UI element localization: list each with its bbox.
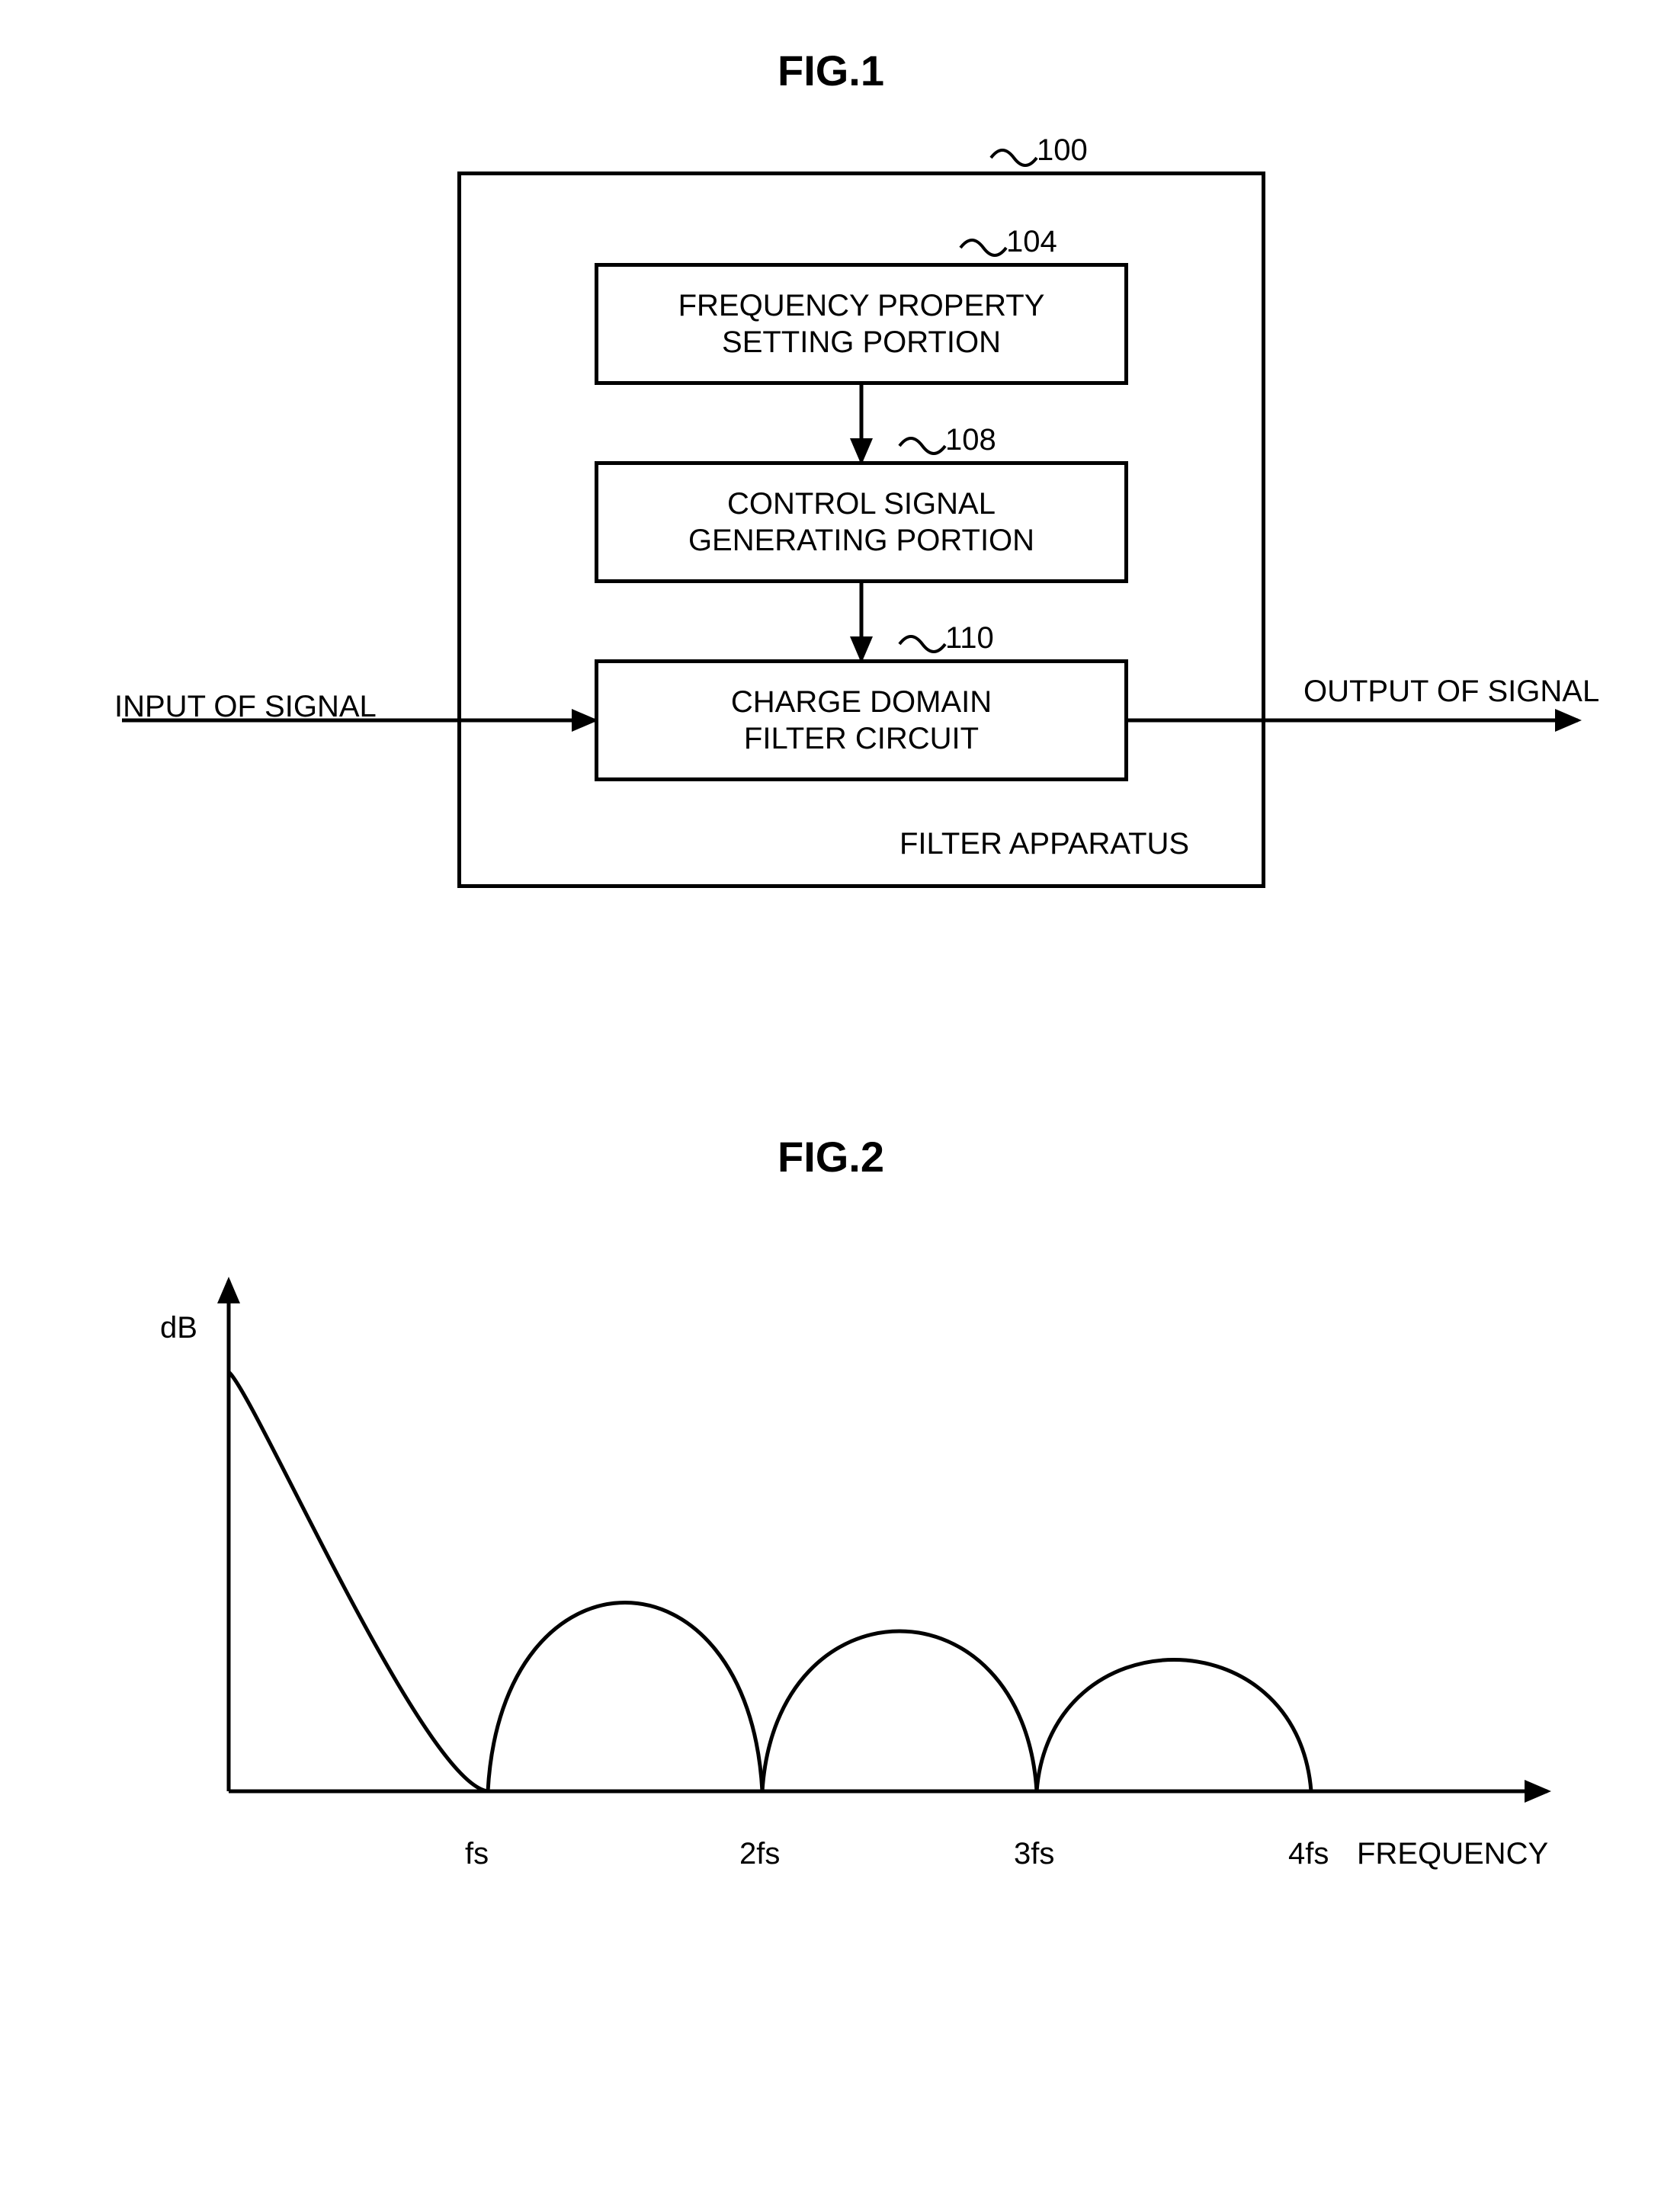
- xtick-fs: fs: [465, 1837, 489, 1871]
- xtick-4fs: 4fs: [1288, 1837, 1329, 1871]
- filt-line2: FILTER CIRCUIT: [744, 720, 979, 757]
- charge-domain-block: CHARGE DOMAIN FILTER CIRCUIT: [595, 659, 1128, 781]
- fig1-diagram: FREQUENCY PROPERTY SETTING PORTION CONTR…: [30, 141, 1631, 979]
- ref-100: 100: [1037, 133, 1088, 168]
- filter-apparatus-label: FILTER APPARATUS: [899, 827, 1189, 861]
- input-signal-label: INPUT OF SIGNAL: [114, 690, 377, 724]
- x-axis-label: FREQUENCY: [1357, 1837, 1548, 1871]
- control-signal-block: CONTROL SIGNAL GENERATING PORTION: [595, 461, 1128, 583]
- fig2-chart: dB FREQUENCY fs 2fs 3fs 4fs: [30, 1227, 1631, 1913]
- fig1-title: FIG.1: [30, 46, 1631, 95]
- y-axis-label: dB: [160, 1311, 197, 1345]
- output-signal-label: OUTPUT OF SIGNAL: [1303, 675, 1599, 709]
- ref-108: 108: [945, 423, 996, 457]
- fig2-title: FIG.2: [30, 1132, 1631, 1181]
- xtick-2fs: 2fs: [739, 1837, 780, 1871]
- ctrl-line1: CONTROL SIGNAL: [727, 486, 996, 522]
- ref-110: 110: [945, 621, 994, 656]
- ref-104: 104: [1006, 225, 1057, 259]
- freq-property-block: FREQUENCY PROPERTY SETTING PORTION: [595, 263, 1128, 385]
- xtick-3fs: 3fs: [1014, 1837, 1054, 1871]
- filt-line1: CHARGE DOMAIN: [731, 684, 992, 720]
- freq-line1: FREQUENCY PROPERTY: [678, 287, 1045, 324]
- ctrl-line2: GENERATING PORTION: [688, 522, 1034, 559]
- fig2-svg: [30, 1227, 1631, 1913]
- freq-line2: SETTING PORTION: [722, 324, 1001, 361]
